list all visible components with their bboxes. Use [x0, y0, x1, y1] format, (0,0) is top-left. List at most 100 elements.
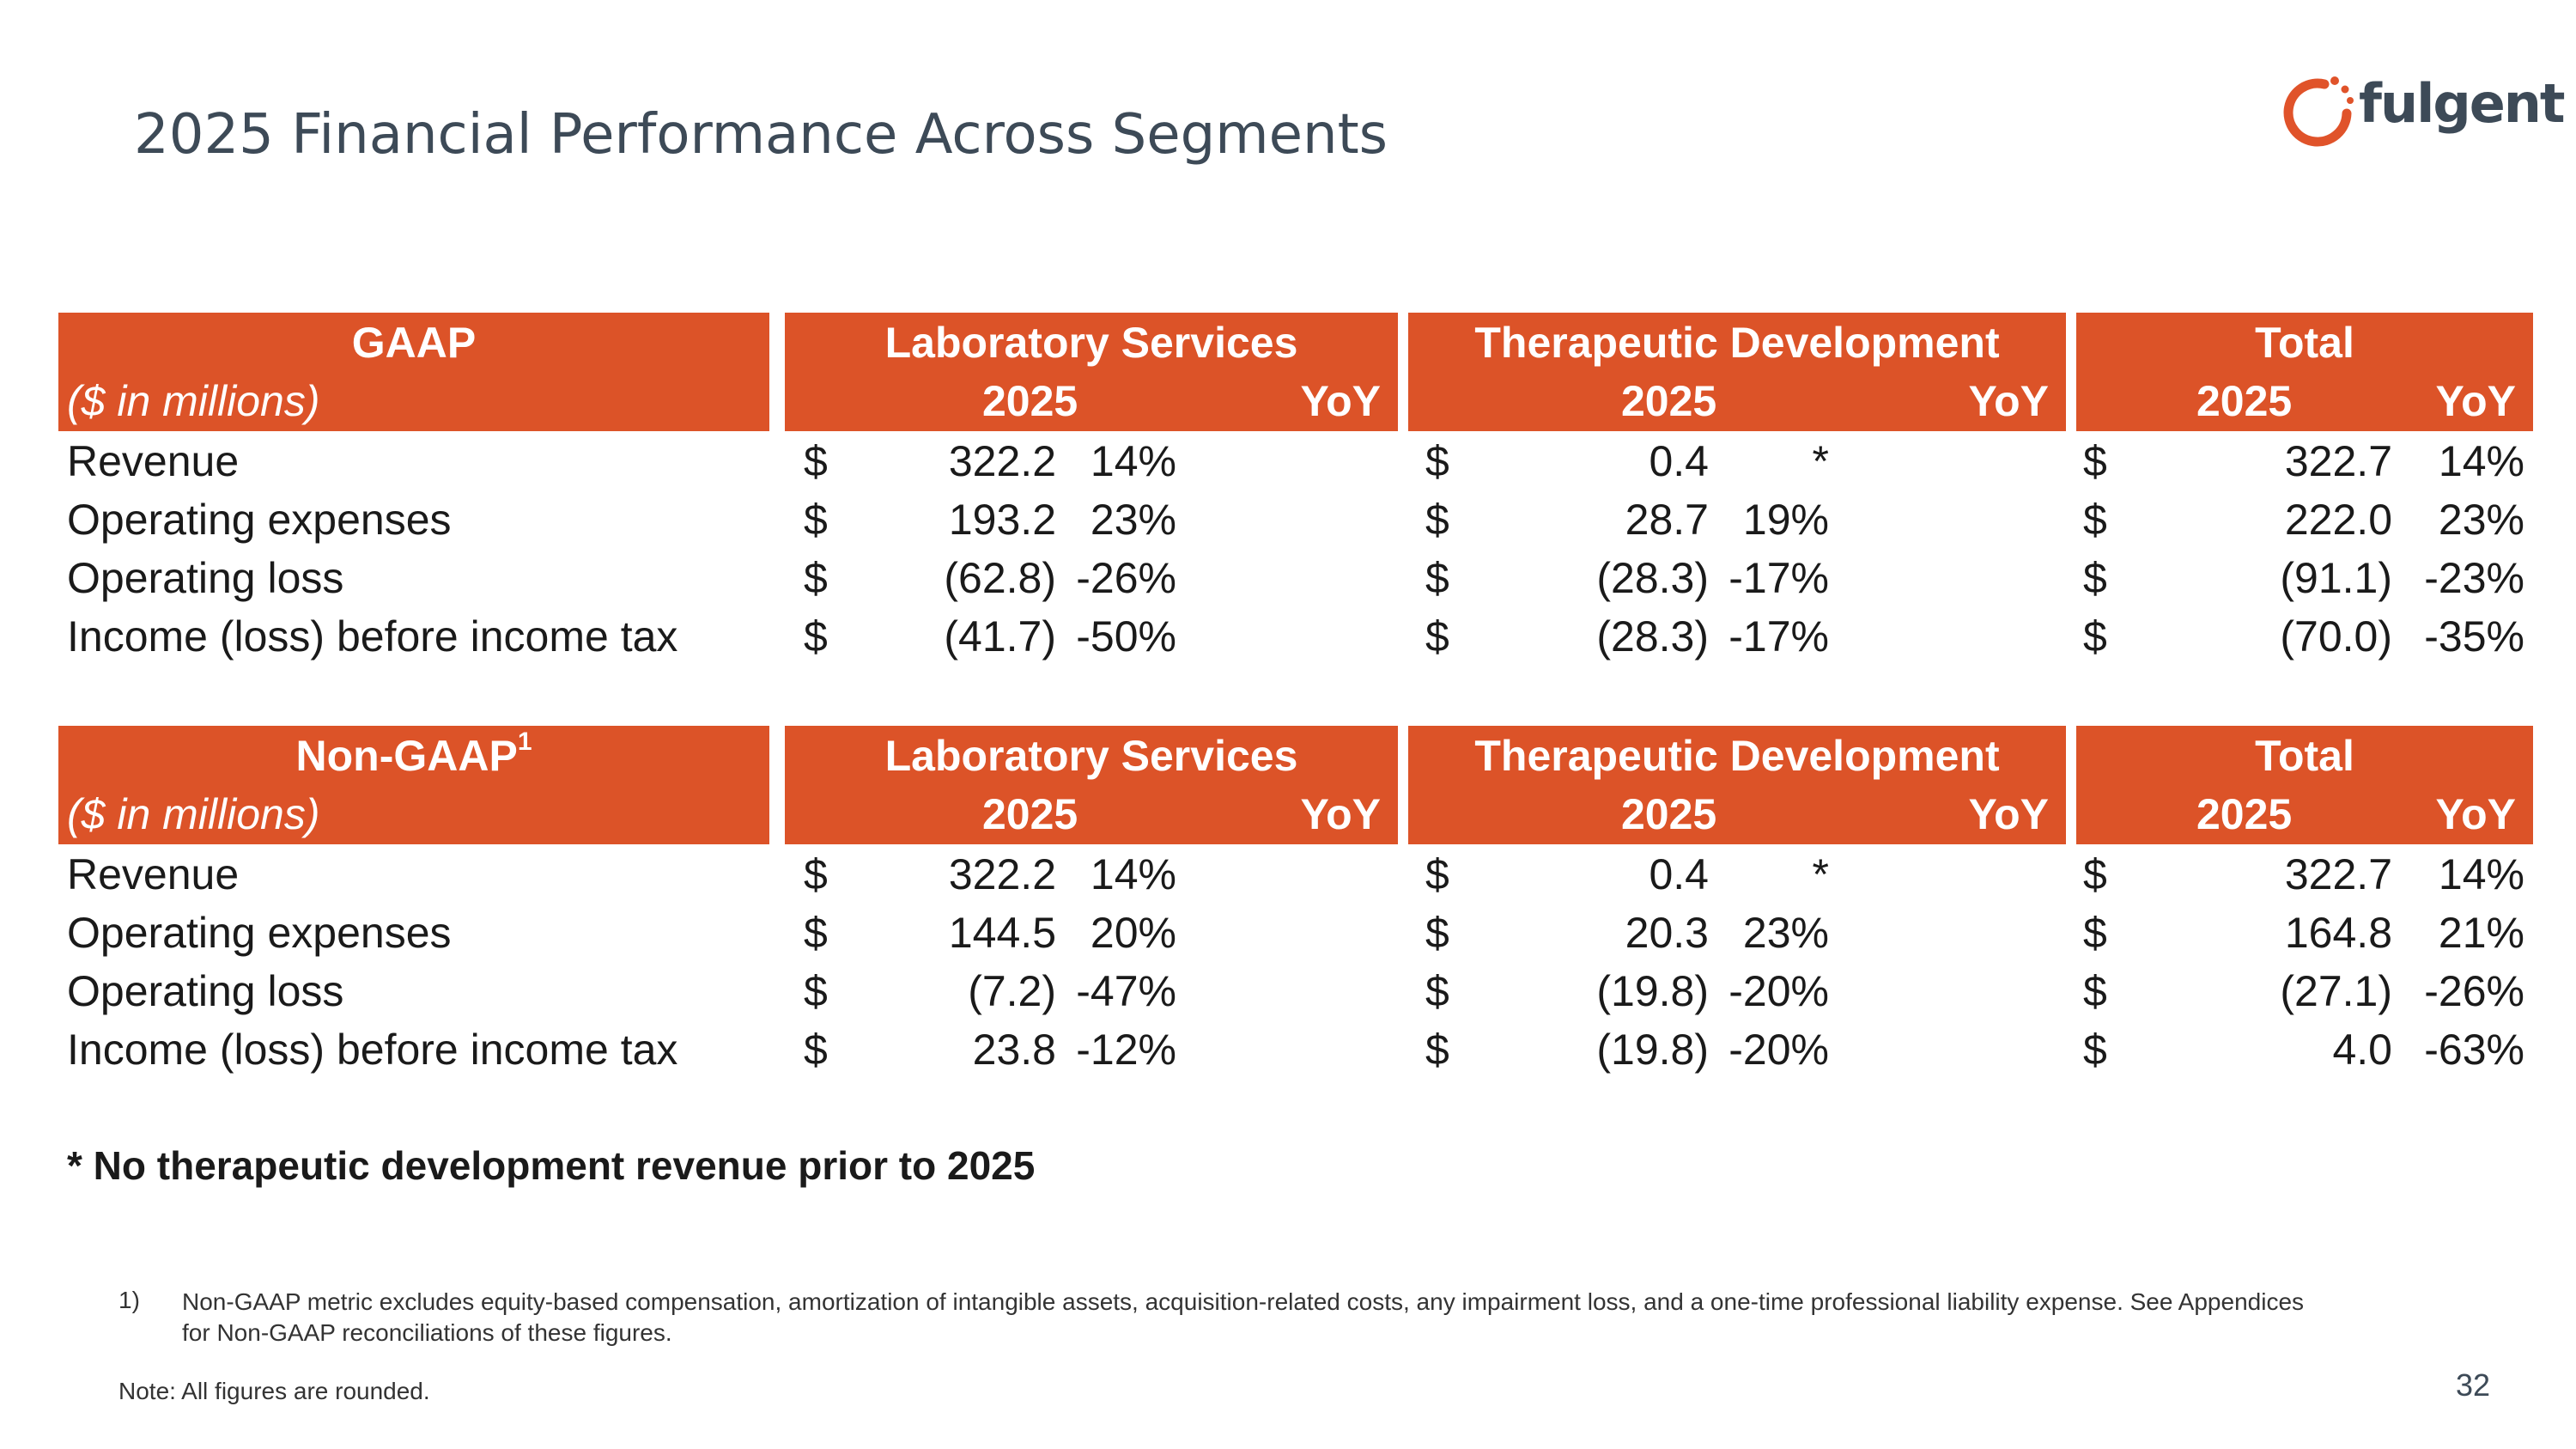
table-row: Operating loss $ (62.8) -26% $ (28.3) -1…: [58, 548, 2533, 606]
lab-yoy: 23%: [1090, 496, 1176, 544]
ther-value: 0.4: [1649, 437, 1709, 485]
logo-wordmark: fulgent: [2359, 72, 2566, 135]
currency-symbol: $: [1425, 437, 1449, 485]
lab-yoy: 14%: [1090, 437, 1176, 485]
table-row: Operating loss $ (7.2) -47% $ (19.8) -20…: [58, 961, 2533, 1020]
non-gaap-table: Non-GAAP1 ($ in millions) Laboratory Ser…: [58, 726, 2533, 1078]
total-value: 222.0: [2284, 496, 2392, 544]
ther-value: (19.8): [1596, 967, 1709, 1015]
total-yoy: -26%: [2424, 967, 2524, 1015]
total-yoy: -63%: [2424, 1026, 2524, 1074]
currency-symbol: $: [2083, 1026, 2107, 1074]
row-label: Revenue: [67, 437, 240, 485]
col-group-label: Laboratory Services: [884, 319, 1298, 367]
section-heading: Non-GAAP1: [58, 728, 769, 781]
units-label: ($ in millions): [67, 377, 320, 425]
row-label: Operating loss: [67, 554, 344, 602]
lab-value: 144.5: [948, 909, 1056, 957]
currency-symbol: $: [804, 850, 828, 898]
currency-symbol: $: [804, 554, 828, 602]
total-yoy: -35%: [2424, 612, 2524, 661]
total-yoy: 14%: [2438, 437, 2524, 485]
ther-yoy: *: [1812, 850, 1829, 898]
table-row: Income (loss) before income tax $ (41.7)…: [58, 606, 2533, 665]
lab-value: 322.2: [948, 437, 1056, 485]
currency-symbol: $: [1425, 850, 1449, 898]
currency-symbol: $: [2083, 909, 2107, 957]
ther-value: (19.8): [1596, 1026, 1709, 1074]
total-yoy: 14%: [2438, 850, 2524, 898]
ther-value: 28.7: [1625, 496, 1709, 544]
total-value: 164.8: [2284, 909, 2392, 957]
lab-services-header: Laboratory Services 2025 YoY: [785, 726, 1398, 844]
total-value: (91.1): [2280, 554, 2392, 602]
footnote-number: 1): [118, 1287, 140, 1313]
ther-yoy: -20%: [1728, 1026, 1829, 1074]
currency-symbol: $: [2083, 967, 2107, 1015]
year-label: 2025: [1621, 790, 1717, 838]
rounding-note: Note: All figures are rounded.: [118, 1378, 430, 1404]
ther-yoy: -20%: [1728, 967, 1829, 1015]
currency-symbol: $: [804, 909, 828, 957]
lab-value: 23.8: [972, 1026, 1056, 1074]
table-row: Revenue $ 322.2 14% $ 0.4 * $ 322.7 14%: [58, 431, 2533, 490]
row-label: Revenue: [67, 850, 240, 898]
ther-value: 0.4: [1649, 850, 1709, 898]
ther-yoy: -17%: [1728, 554, 1829, 602]
year-label: 2025: [982, 790, 1078, 838]
table-row: Revenue $ 322.2 14% $ 0.4 * $ 322.7 14%: [58, 844, 2533, 903]
ther-value: (28.3): [1596, 612, 1709, 661]
therapeutic-revenue-note: * No therapeutic development revenue pri…: [67, 1143, 1036, 1188]
ther-yoy: 23%: [1742, 909, 1829, 957]
ther-yoy: *: [1812, 437, 1829, 485]
page-number: 32: [2455, 1367, 2490, 1403]
currency-symbol: $: [1425, 909, 1449, 957]
total-value: (70.0): [2280, 612, 2392, 661]
row-label: Operating expenses: [67, 496, 452, 544]
total-value: (27.1): [2280, 967, 2392, 1015]
yoy-label: YoY: [1300, 377, 1381, 425]
row-label: Operating loss: [67, 967, 344, 1015]
col-group-label: Therapeutic Development: [1474, 732, 2000, 780]
col-group-label: Laboratory Services: [884, 732, 1298, 780]
yoy-label: YoY: [1968, 377, 2049, 425]
total-value: 322.7: [2284, 437, 2392, 485]
table-row: Income (loss) before income tax $ 23.8 -…: [58, 1020, 2533, 1078]
non-gaap-heading-cell: Non-GAAP1 ($ in millions): [58, 726, 769, 844]
ther-value: (28.3): [1596, 554, 1709, 602]
lab-yoy: 20%: [1090, 909, 1176, 957]
section-heading-text: Non-GAAP: [295, 732, 518, 780]
currency-symbol: $: [1425, 967, 1449, 1015]
lab-value: 322.2: [948, 850, 1056, 898]
col-group-label: Total: [2255, 732, 2354, 780]
total-yoy: -23%: [2424, 554, 2524, 602]
lab-yoy: -12%: [1076, 1026, 1176, 1074]
currency-symbol: $: [804, 612, 828, 661]
total-header: Total 2025 YoY: [2076, 726, 2533, 844]
total-header: Total 2025 YoY: [2076, 313, 2533, 431]
currency-symbol: $: [804, 437, 828, 485]
row-label: Income (loss) before income tax: [67, 612, 678, 661]
units-label: ($ in millions): [67, 790, 320, 838]
footnote-marker: 1: [517, 728, 532, 756]
col-group-label: Total: [2255, 319, 2354, 367]
year-label: 2025: [2196, 790, 2293, 838]
year-label: 2025: [1621, 377, 1717, 425]
yoy-label: YoY: [2435, 377, 2516, 425]
currency-symbol: $: [1425, 496, 1449, 544]
lab-value: (41.7): [944, 612, 1056, 661]
lab-services-header: Laboratory Services 2025 YoY: [785, 313, 1398, 431]
lab-yoy: 14%: [1090, 850, 1176, 898]
page-title: 2025 Financial Performance Across Segmen…: [134, 103, 1388, 167]
total-yoy: 23%: [2438, 496, 2524, 544]
table-row: Operating expenses $ 144.5 20% $ 20.3 23…: [58, 903, 2533, 961]
year-label: 2025: [2196, 377, 2293, 425]
logo-ring-icon: [2283, 76, 2354, 147]
ther-yoy: 19%: [1742, 496, 1829, 544]
lab-yoy: -50%: [1076, 612, 1176, 661]
currency-symbol: $: [2083, 850, 2107, 898]
currency-symbol: $: [1425, 1026, 1449, 1074]
row-label: Operating expenses: [67, 909, 452, 957]
total-value: 322.7: [2284, 850, 2392, 898]
ther-yoy: -17%: [1728, 612, 1829, 661]
